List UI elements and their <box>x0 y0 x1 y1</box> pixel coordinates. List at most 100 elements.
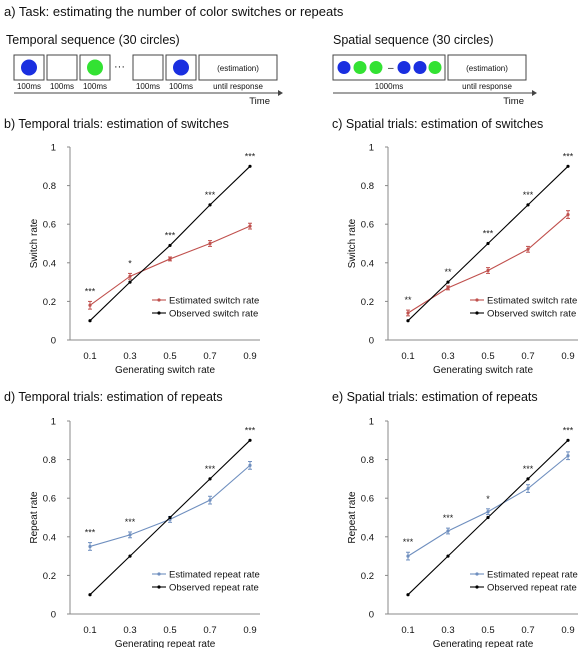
y-tick-label: 0 <box>51 610 56 621</box>
x-tick-label: 0.3 <box>123 351 136 362</box>
y-tick-label: 0 <box>369 610 374 621</box>
legend-label: Estimated repeat rate <box>487 569 578 580</box>
data-point <box>446 280 450 284</box>
x-tick-label: 0.7 <box>521 351 534 362</box>
blue-circle <box>413 61 427 74</box>
y-tick-label: 0.6 <box>361 494 374 505</box>
y-tick-label: 0.6 <box>43 494 56 505</box>
estimation-frame <box>447 54 527 81</box>
data-point <box>406 319 410 323</box>
y-tick-label: 1 <box>51 143 56 154</box>
time-arrowhead <box>278 90 283 96</box>
x-tick-label: 0.1 <box>83 351 96 362</box>
y-axis-label: Repeat rate <box>29 491 40 544</box>
time-label: Time <box>249 96 270 107</box>
significance-marker: *** <box>523 190 534 200</box>
legend-label: Observed switch rate <box>487 308 576 319</box>
legend-label: Estimated switch rate <box>169 295 259 306</box>
significance-marker: *** <box>403 537 414 547</box>
significance-marker: * <box>128 258 132 268</box>
significance-marker: *** <box>205 190 216 200</box>
x-tick-label: 0.7 <box>203 625 216 636</box>
data-point <box>208 498 212 502</box>
y-tick-label: 0.4 <box>361 532 374 543</box>
data-point <box>446 554 450 558</box>
duration-label: 100ms <box>136 82 160 91</box>
y-tick-label: 0.6 <box>361 220 374 231</box>
data-point <box>446 286 450 290</box>
significance-marker: *** <box>563 425 574 435</box>
significance-marker: *** <box>245 425 256 435</box>
y-tick-label: 1 <box>369 417 374 428</box>
y-tick-label: 0.4 <box>43 532 56 543</box>
legend-marker <box>475 311 479 315</box>
x-tick-label: 0.3 <box>441 351 454 362</box>
legend-marker <box>157 585 161 589</box>
data-point <box>566 438 570 442</box>
y-tick-label: 0.4 <box>361 258 374 269</box>
data-point <box>486 268 490 273</box>
x-axis-label: Generating repeat rate <box>433 639 534 648</box>
temporal-sequence-diagram: ··· (estimation) 100ms 100ms 100ms 100ms… <box>13 54 283 107</box>
significance-marker: ** <box>404 295 412 305</box>
significance-marker: *** <box>125 517 136 527</box>
y-tick-label: 0.2 <box>361 297 374 308</box>
data-point <box>168 257 172 261</box>
legend-marker <box>475 585 479 589</box>
significance-marker: *** <box>483 229 494 239</box>
estimation-frame <box>198 54 278 81</box>
significance-marker: *** <box>563 151 574 161</box>
legend-label: Estimated switch rate <box>487 295 577 306</box>
series-line-0 <box>89 464 251 547</box>
data-point <box>526 203 530 207</box>
x-tick-label: 0.1 <box>401 351 414 362</box>
significance-marker: ** <box>444 267 452 277</box>
y-tick-label: 0.8 <box>361 455 374 466</box>
figure-title: a) Task: estimating the number of color … <box>4 4 344 19</box>
chart-b: 0 0.2 0.4 0.6 0.8 1 0.1 0.3 0.5 0.7 0.9 Generating … <box>29 143 260 376</box>
data-point <box>566 212 570 217</box>
data-point <box>486 241 490 246</box>
time-label: Time <box>503 96 524 107</box>
green-circle <box>353 61 367 74</box>
legend-marker <box>157 572 161 576</box>
x-tick-label: 0.7 <box>203 351 216 362</box>
y-axis-label: Repeat rate <box>347 491 358 544</box>
charts-group: 0 0.2 0.4 0.6 0.8 1 0.1 0.3 0.5 0.7 0.9 Generating … <box>29 143 578 648</box>
series-line-0 <box>407 455 569 557</box>
data-point <box>248 224 252 228</box>
data-point <box>566 164 570 168</box>
data-point <box>248 164 252 168</box>
duration-label: 100ms <box>169 82 193 91</box>
x-axis-label: Generating repeat rate <box>115 639 216 648</box>
legend-marker <box>157 298 161 302</box>
temporal-ellipsis: ··· <box>114 61 125 73</box>
panel-d-title: d) Temporal trials: estimation of repeat… <box>4 390 223 404</box>
spatial-ellipsis: – <box>388 63 394 74</box>
data-point <box>526 247 530 251</box>
significance-marker: *** <box>523 464 534 474</box>
blue-circle <box>173 59 189 76</box>
spatial-sequence-label: Spatial sequence (30 circles) <box>333 33 494 47</box>
legend-label: Observed switch rate <box>169 308 258 319</box>
x-tick-label: 0.5 <box>163 351 176 362</box>
data-point <box>128 280 132 284</box>
duration-label: 100ms <box>17 82 41 91</box>
data-point <box>248 438 252 442</box>
x-tick-label: 0.5 <box>163 625 176 636</box>
data-point <box>208 203 212 207</box>
data-point <box>566 454 570 458</box>
data-point <box>486 515 490 520</box>
y-tick-label: 0.8 <box>43 181 56 192</box>
y-tick-label: 0.8 <box>361 181 374 192</box>
x-tick-label: 0.9 <box>561 351 574 362</box>
significance-marker: *** <box>85 528 96 538</box>
frame-4 <box>132 54 164 81</box>
data-point <box>88 303 92 307</box>
data-point <box>208 241 212 246</box>
data-point <box>88 319 92 323</box>
x-axis-label: Generating switch rate <box>115 365 215 376</box>
panel-e-title: e) Spatial trials: estimation of repeats <box>332 390 538 404</box>
data-point <box>128 533 132 537</box>
